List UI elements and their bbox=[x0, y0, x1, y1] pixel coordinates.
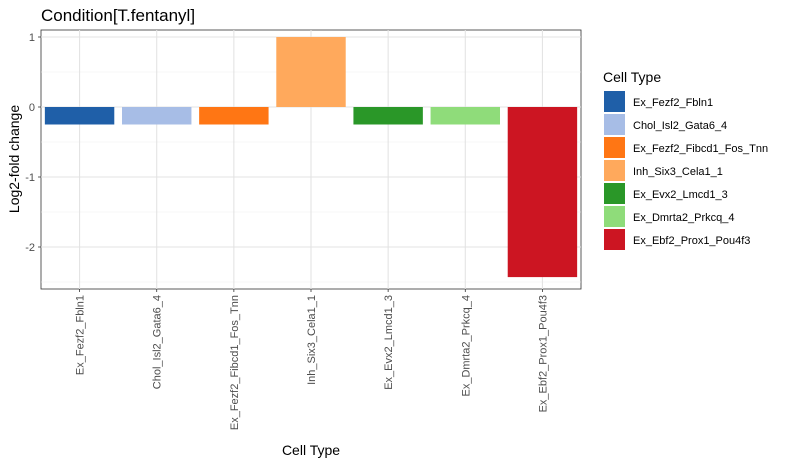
chart-title: Condition[T.fentanyl] bbox=[41, 6, 195, 25]
x-tick-label: Ex_Fezf2_Fbln1 bbox=[75, 295, 87, 375]
x-axis-title: Cell Type bbox=[282, 442, 340, 458]
legend-label: Ex_Ebf2_Prox1_Pou4f3 bbox=[633, 235, 750, 247]
legend-key bbox=[604, 206, 625, 227]
legend-key bbox=[604, 229, 625, 250]
legend-label: Ex_Fezf2_Fibcd1_Fos_Tnn bbox=[633, 143, 768, 155]
x-tick-label: Ex_Dmrta2_Prkcq_4 bbox=[460, 295, 472, 397]
y-axis-title: Log2-fold change bbox=[6, 105, 22, 213]
x-tick-label: Ex_Evx2_Lmcd1_3 bbox=[383, 295, 395, 390]
legend-label: Ex_Dmrta2_Prkcq_4 bbox=[633, 212, 735, 224]
x-tick-label: Inh_Six3_Cela1_1 bbox=[306, 295, 318, 385]
y-tick-label: 0 bbox=[29, 102, 35, 114]
y-axis-ticks: -2 -1 0 1 bbox=[25, 32, 41, 254]
bar-4 bbox=[276, 37, 346, 107]
legend-title: Cell Type bbox=[603, 69, 661, 85]
y-tick-label: 1 bbox=[29, 32, 35, 44]
legend-key bbox=[604, 137, 625, 158]
bar-3 bbox=[199, 107, 269, 125]
bar-6 bbox=[430, 107, 500, 125]
bars bbox=[44, 37, 578, 278]
x-tick-label: Ex_Ebf2_Prox1_Pou4f3 bbox=[537, 295, 549, 412]
legend-label: Ex_Evx2_Lmcd1_3 bbox=[633, 189, 728, 201]
x-tick-label: Chol_Isl2_Gata6_4 bbox=[152, 295, 164, 389]
legend-key bbox=[604, 114, 625, 135]
bar-7 bbox=[507, 107, 578, 278]
bar-2 bbox=[122, 107, 192, 125]
legend-label: Ex_Fezf2_Fbln1 bbox=[633, 97, 713, 109]
legend: Cell Type Ex_Fezf2_Fbln1 Chol_Isl2_Gata6_… bbox=[603, 69, 768, 250]
legend-key bbox=[604, 183, 625, 204]
y-tick-label: -1 bbox=[25, 172, 35, 184]
bar-5 bbox=[353, 107, 423, 125]
x-tick-label: Ex_Fezf2_Fibcd1_Fos_Tnn bbox=[229, 295, 241, 430]
legend-label: Chol_Isl2_Gata6_4 bbox=[633, 120, 727, 132]
legend-key bbox=[604, 91, 625, 112]
legend-label: Inh_Six3_Cela1_1 bbox=[633, 166, 723, 178]
legend-key bbox=[604, 160, 625, 181]
bar-1 bbox=[44, 107, 115, 125]
y-tick-label: -2 bbox=[25, 242, 35, 254]
x-axis-ticks: Ex_Fezf2_Fbln1 Chol_Isl2_Gata6_4 Ex_Fezf2_… bbox=[75, 289, 549, 430]
